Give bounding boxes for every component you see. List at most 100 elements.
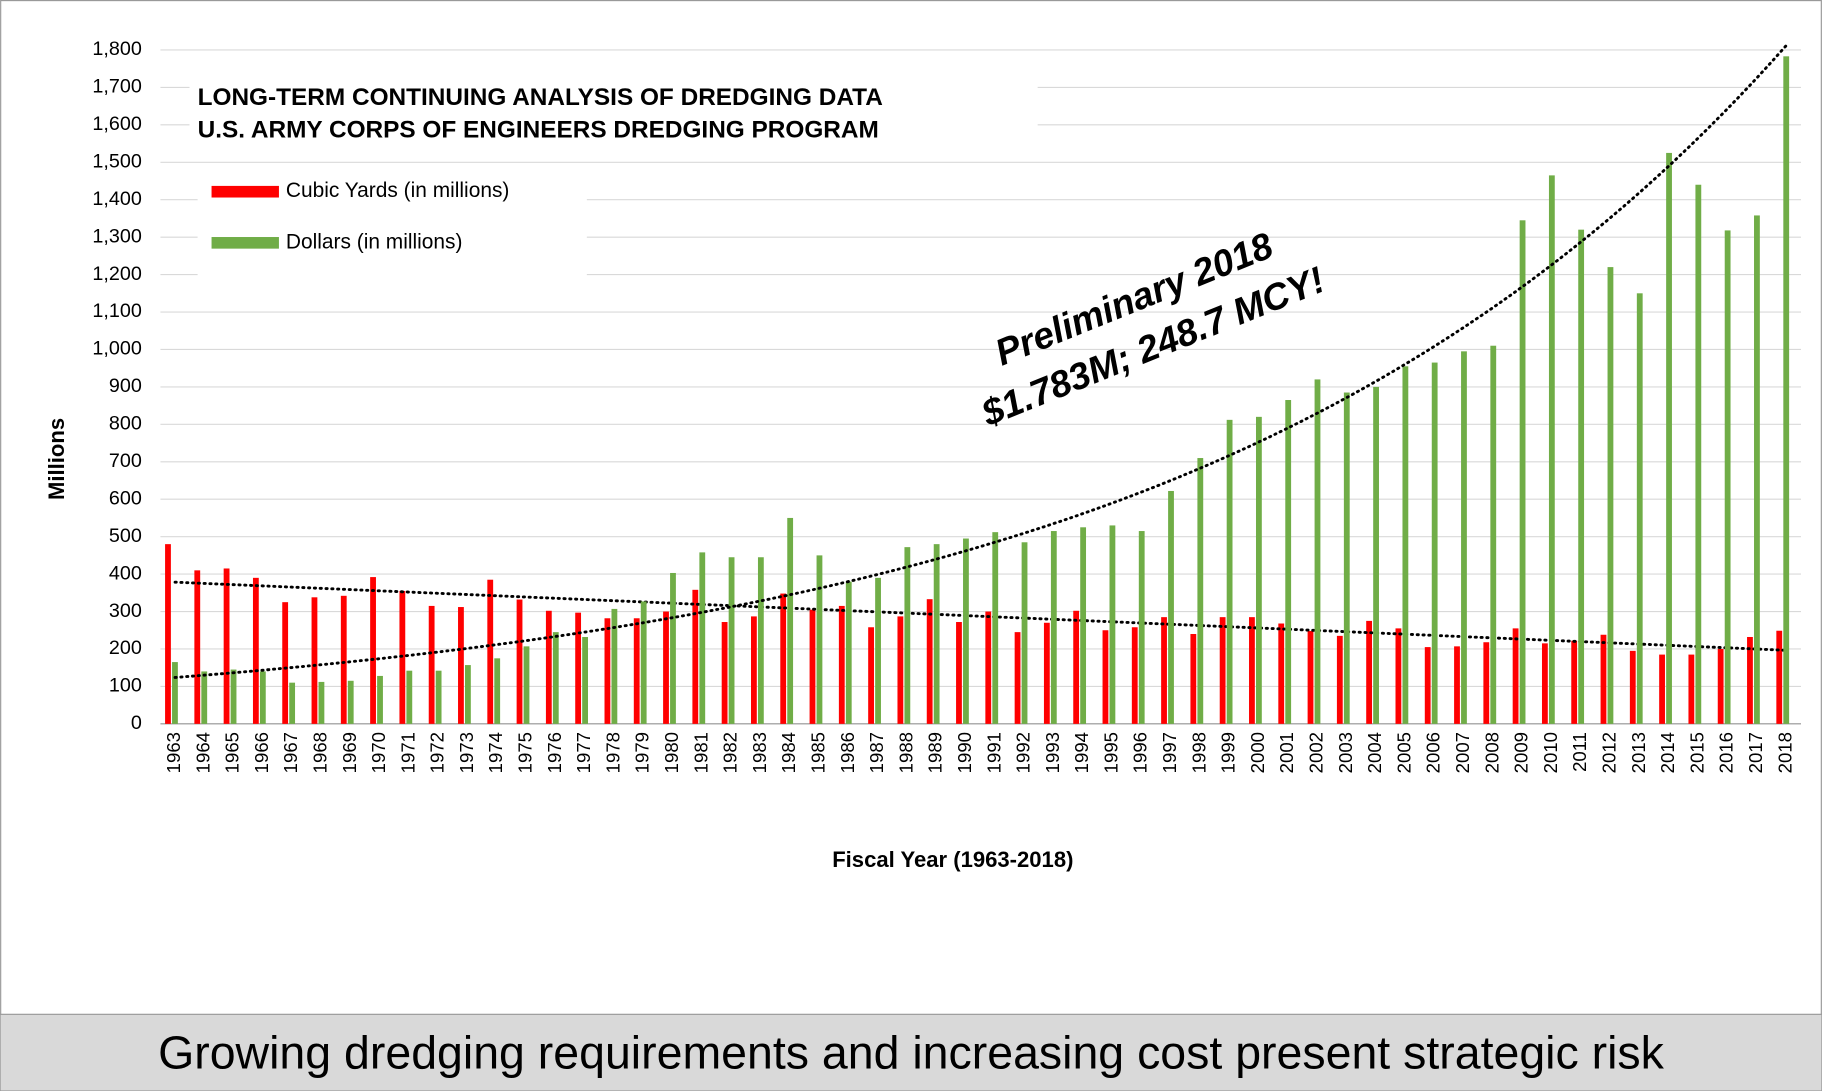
bar <box>633 618 640 724</box>
bar <box>780 593 787 724</box>
y-axis-label: Millions <box>44 418 69 500</box>
y-tick-label: 1,200 <box>92 263 141 285</box>
y-tick-label: 1,600 <box>92 113 141 135</box>
bar <box>1512 628 1519 724</box>
bar <box>406 670 413 724</box>
x-tick-label: 2015 <box>1686 732 1707 773</box>
bar <box>992 532 999 724</box>
bar <box>1073 610 1080 724</box>
x-tick-label: 1976 <box>544 732 565 773</box>
bar <box>1607 267 1614 724</box>
bar <box>1783 56 1790 724</box>
bar <box>897 616 904 724</box>
x-tick-label: 2010 <box>1540 732 1561 773</box>
bar <box>926 599 933 724</box>
x-tick-label: 1970 <box>368 732 389 773</box>
footer: Growing dredging requirements and increa… <box>158 1026 1665 1078</box>
bar <box>1402 366 1409 724</box>
bar <box>1659 654 1665 724</box>
x-tick-label: 2014 <box>1657 732 1678 773</box>
bar <box>545 610 552 724</box>
bar <box>1431 362 1438 724</box>
x-tick-label: 1971 <box>397 732 418 773</box>
y-tick-label: 300 <box>109 600 142 622</box>
bar <box>1080 527 1087 724</box>
x-tick-label: 1995 <box>1100 732 1121 773</box>
title-box <box>189 76 1038 149</box>
x-tick-label: 2018 <box>1774 732 1795 773</box>
bar <box>640 601 647 724</box>
bar <box>699 552 706 724</box>
bar <box>1483 642 1490 724</box>
bar <box>868 627 874 724</box>
x-tick-label: 2017 <box>1745 732 1766 773</box>
footer-band <box>0 1013 1822 1091</box>
bar <box>1636 293 1643 724</box>
marks <box>165 43 1790 724</box>
bar <box>516 599 523 724</box>
bar <box>1666 152 1672 724</box>
bar <box>1747 636 1753 724</box>
bar <box>1138 531 1145 724</box>
bar <box>1336 635 1343 724</box>
bar <box>340 595 347 724</box>
bar <box>845 581 852 724</box>
x-tick-label: 1982 <box>720 732 741 773</box>
bar <box>458 607 464 724</box>
y-tick-label: 1,800 <box>92 38 141 60</box>
bar <box>1285 400 1292 724</box>
x-axis-label: Fiscal Year (1963-2018) <box>832 847 1073 872</box>
y-tick-label: 900 <box>109 375 142 397</box>
bar <box>1190 633 1197 724</box>
x-tick-label: 1993 <box>1042 732 1063 773</box>
x-tick-label: 2006 <box>1423 732 1444 773</box>
x-tick-label: 2004 <box>1364 732 1385 773</box>
x-tick-label: 1998 <box>1188 732 1209 773</box>
x-tick-label: 2007 <box>1452 732 1473 773</box>
x-tick-label: 1969 <box>339 732 360 773</box>
bar <box>670 572 676 724</box>
y-tick-label: 200 <box>109 637 142 659</box>
bar <box>523 646 530 724</box>
bar <box>1688 654 1695 724</box>
bar <box>172 662 178 724</box>
bar <box>1717 648 1724 724</box>
bar <box>1043 622 1050 724</box>
bar <box>1131 627 1138 724</box>
bar <box>1014 632 1021 724</box>
bar <box>787 517 794 724</box>
x-tick-label: 1997 <box>1159 732 1180 773</box>
bar <box>575 612 582 724</box>
x-tick-label: 1975 <box>515 732 536 773</box>
bar <box>347 680 354 724</box>
bar <box>165 544 171 724</box>
bar <box>1197 458 1204 724</box>
bar <box>1255 416 1262 724</box>
bar <box>1168 490 1174 724</box>
bar <box>487 579 494 724</box>
x-tick-label: 1967 <box>280 732 301 773</box>
y-tick-label: 800 <box>109 413 142 435</box>
y-tick-label: 100 <box>109 675 142 697</box>
bar <box>552 632 559 724</box>
x-tick-label: 1983 <box>749 732 770 773</box>
chart-subtitle: U.S. ARMY CORPS OF ENGINEERS DREDGING PR… <box>198 117 879 144</box>
legend-label: Dollars (in millions) <box>286 230 463 253</box>
x-tick-label: 1990 <box>954 732 975 773</box>
bar <box>465 665 471 724</box>
bar <box>985 611 992 724</box>
bar <box>838 605 845 724</box>
bar <box>1395 628 1402 724</box>
legend-swatch <box>211 237 279 249</box>
bar <box>1424 647 1431 724</box>
bar <box>1307 631 1314 724</box>
bar <box>604 618 611 724</box>
bar <box>1578 229 1585 724</box>
bar <box>1454 646 1460 724</box>
bar <box>663 611 669 724</box>
bar <box>1021 542 1028 724</box>
bar <box>757 557 764 724</box>
bar <box>194 570 201 724</box>
trend-line <box>173 580 1788 652</box>
bar <box>282 602 289 724</box>
